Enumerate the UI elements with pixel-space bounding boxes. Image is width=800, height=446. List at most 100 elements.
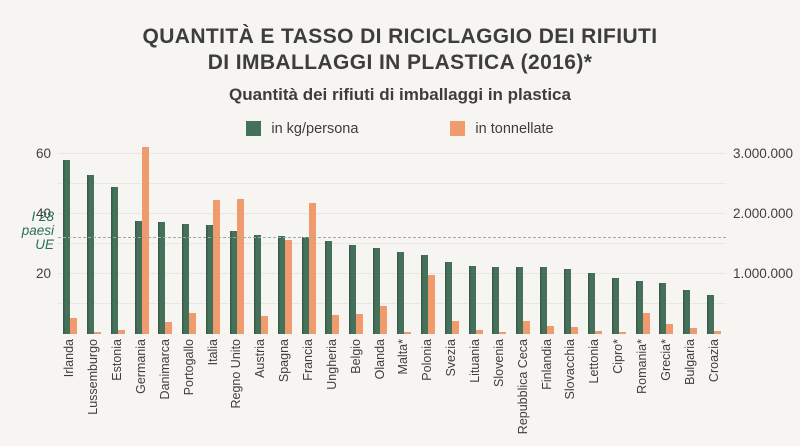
y-left-tick-20: 20 — [35, 266, 51, 281]
category-label-cell: Austria — [249, 334, 273, 446]
category-label-cell: Olanda — [368, 334, 392, 446]
bar-kg-persona — [420, 255, 428, 334]
bar-kg-persona — [110, 187, 118, 334]
bar-pair — [86, 175, 101, 334]
eu28-reference-line — [58, 237, 726, 238]
category-label: Francia — [301, 339, 316, 381]
country-column — [273, 144, 297, 334]
legend-item-kg: in kg/persona — [246, 121, 358, 137]
bar-tonnellate — [499, 331, 507, 334]
category-label-cell: Grecia* — [654, 334, 678, 446]
bar-pair — [373, 247, 388, 334]
category-label: Germania — [134, 339, 148, 394]
country-column — [201, 144, 225, 334]
legend: in kg/persona in tonnellate — [0, 120, 800, 137]
bar-tonnellate — [69, 317, 77, 334]
country-column — [368, 144, 392, 334]
y-axis-right: 3.000.000 2.000.000 1.000.000 — [726, 144, 800, 334]
category-label: Svezia — [444, 339, 459, 377]
category-label-cell: Finlandia — [535, 334, 559, 446]
country-column — [177, 144, 201, 334]
category-label-cell: Croazia — [702, 334, 726, 446]
category-label: Polonia — [420, 339, 435, 381]
bar-kg-persona — [635, 280, 643, 334]
category-label: Lussemburgo — [86, 339, 101, 415]
category-label: Italia — [205, 339, 220, 366]
country-column — [654, 144, 678, 334]
bar-kg-persona — [253, 235, 261, 334]
bar-pair — [158, 222, 173, 334]
category-label-cell: Romania* — [631, 334, 655, 446]
category-label-cell: Italia — [201, 334, 225, 446]
bar-pair — [683, 289, 698, 334]
bar-pair — [62, 160, 77, 334]
bar-tonnellate — [260, 316, 268, 334]
bar-kg-persona — [468, 265, 476, 334]
plot — [58, 144, 726, 334]
category-label-cell: Lussemburgo — [82, 334, 106, 446]
country-column — [678, 144, 702, 334]
eu28-reference-label: I 28 paesi UE — [0, 210, 54, 252]
chart-area: 60 40 20 I 28 paesi UE 3.000.000 2.000.0… — [0, 144, 800, 334]
category-label: Slovenia — [491, 339, 506, 387]
bar-kg-persona — [325, 241, 333, 334]
bar-pair — [516, 267, 531, 334]
bar-kg-persona — [516, 267, 524, 334]
bar-tonnellate — [380, 305, 388, 334]
bar-kg-persona — [707, 295, 715, 334]
bar-pair — [635, 280, 650, 334]
y-left-tick-40: 40 — [35, 206, 51, 221]
bar-tonnellate — [523, 321, 531, 334]
bar-tonnellate — [332, 315, 340, 334]
bar-kg-persona — [683, 289, 691, 334]
category-label: Ungheria — [324, 339, 339, 390]
gridline — [58, 243, 726, 244]
category-label-cell: Belgio — [344, 334, 368, 446]
bar-kg-persona — [659, 283, 667, 334]
category-label-cell: Spagna — [273, 334, 297, 446]
country-column — [559, 144, 583, 334]
bar-kg-persona — [277, 235, 285, 334]
bar-tonnellate — [189, 313, 197, 334]
country-column — [487, 144, 511, 334]
bar-kg-persona — [134, 220, 142, 334]
category-label: Austria — [253, 339, 268, 378]
bar-pair — [110, 187, 125, 334]
bar-pair — [587, 273, 602, 334]
country-column — [297, 144, 321, 334]
category-label: Romania* — [635, 339, 650, 394]
category-label: Regno Unito — [229, 339, 244, 409]
bar-tonnellate — [451, 320, 459, 334]
category-label: Bulgaria — [682, 339, 697, 385]
category-label-cell: Bulgaria — [678, 334, 702, 446]
bar-pair — [349, 245, 364, 334]
bar-tonnellate — [475, 330, 483, 334]
category-label-cell: Francia — [297, 334, 321, 446]
bar-tonnellate — [570, 326, 578, 334]
country-column — [583, 144, 607, 334]
bar-pair — [707, 295, 722, 334]
bar-kg-persona — [444, 262, 452, 334]
category-label-cell: Danimarca — [153, 334, 177, 446]
bar-pair — [301, 202, 316, 334]
bar-tonnellate — [356, 313, 364, 334]
legend-item-tonnes: in tonnellate — [450, 121, 554, 137]
gridline — [58, 303, 726, 304]
country-column — [344, 144, 368, 334]
category-label: Repubblica Ceca — [515, 339, 530, 435]
category-label: Finlandia — [539, 339, 554, 390]
bar-pair — [277, 235, 292, 334]
category-label-cell: Malta* — [392, 334, 416, 446]
bar-tonnellate — [165, 322, 173, 334]
y-right-tick-2m: 2.000.000 — [733, 206, 794, 221]
bar-tonnellate — [117, 330, 125, 334]
bar-pair — [611, 277, 626, 334]
eu28-reference-label-line1: I 28 — [31, 209, 54, 224]
category-label-cell: Svezia — [440, 334, 464, 446]
category-label-cell: Regno Unito — [225, 334, 249, 446]
x-axis-right-pad — [726, 334, 800, 446]
chart-title-line2: DI IMBALLAGGI IN PLASTICA (2016)* — [207, 51, 593, 74]
bar-kg-persona — [62, 160, 70, 334]
category-label: Slovacchia — [563, 339, 578, 400]
bar-kg-persona — [158, 222, 166, 334]
